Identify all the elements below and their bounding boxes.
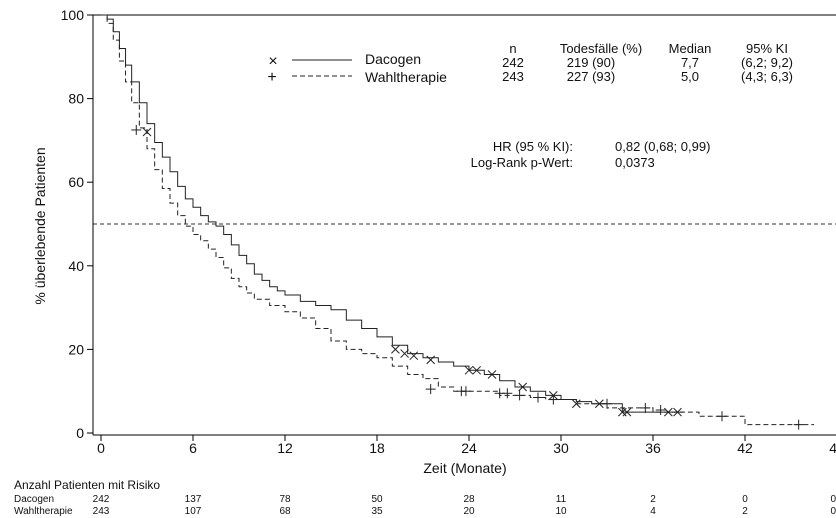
risk-count: 0 — [742, 494, 748, 505]
risk-count: 2 — [742, 506, 748, 517]
risk-count: 28 — [463, 494, 475, 505]
legend-ci-wahltherapie: (4,3; 6,3) — [741, 69, 793, 84]
risk-table-title: Anzahl Patienten mit Risiko — [14, 478, 161, 492]
risk-count: 107 — [184, 506, 202, 517]
censor-marks — [131, 124, 804, 430]
legend-marker-wahltherapie: + — [267, 69, 276, 86]
legend-median-dacogen: 7,7 — [681, 55, 699, 70]
y-tick-label: 40 — [68, 258, 84, 274]
censor-mark-wahltherapie — [425, 384, 436, 395]
survival-curve-dacogen — [101, 14, 684, 413]
censor-mark-dacogen — [622, 407, 632, 417]
y-tick-label: 0 — [76, 425, 84, 441]
risk-count: 242 — [92, 494, 110, 505]
censor-mark-dacogen — [487, 370, 497, 379]
censor-mark-dacogen — [409, 351, 419, 361]
legend-name-dacogen: Dacogen — [365, 51, 421, 67]
x-tick-label: 48 — [829, 440, 836, 456]
logrank-value: 0,0373 — [615, 155, 655, 170]
logrank-label: Log-Rank p-Wert: — [471, 155, 573, 170]
risk-row-wahltherapie: Wahltherapie 243 107 68 35 20 10 4 2 0 — [0, 506, 836, 518]
legend-median-wahltherapie: 5,0 — [681, 69, 699, 84]
x-tick-label: 36 — [645, 440, 661, 456]
censor-mark-wahltherapie — [655, 405, 666, 416]
legend-header-ci: 95% KI — [746, 41, 788, 56]
legend-header-n: n — [509, 41, 516, 56]
legend-name-wahltherapie: Wahltherapie — [365, 69, 447, 85]
risk-count: 35 — [371, 506, 383, 517]
statistics-annotation: HR (95 % KI): 0,82 (0,68; 0,99) Log-Rank… — [471, 139, 711, 170]
legend-n-wahltherapie: 243 — [502, 69, 524, 84]
censor-mark-wahltherapie — [502, 388, 513, 399]
censor-mark-dacogen — [663, 407, 673, 417]
censor-mark-wahltherapie — [514, 390, 525, 401]
risk-table: Anzahl Patienten mit Risiko Dacogen 242 1… — [0, 476, 836, 517]
legend-header-deaths: Todesfälle (%) — [560, 41, 642, 56]
y-tick-label: 60 — [68, 174, 84, 190]
risk-count: 68 — [279, 506, 291, 517]
risk-row-label: Wahltherapie — [14, 506, 73, 517]
censor-mark-dacogen — [400, 349, 409, 358]
x-tick-label: 0 — [97, 440, 105, 456]
risk-count: 0 — [830, 494, 836, 505]
censor-mark-wahltherapie — [460, 386, 471, 397]
y-tick-label: 20 — [68, 341, 84, 357]
legend-deaths-wahltherapie: 227 (93) — [567, 69, 615, 84]
censor-mark-dacogen — [571, 399, 581, 409]
risk-row-dacogen: Dacogen 242 137 78 50 28 11 2 0 0 — [0, 494, 836, 506]
censor-mark-dacogen — [617, 407, 627, 417]
x-axis-title: Zeit (Monate) — [423, 460, 506, 476]
censor-mark-dacogen — [391, 345, 400, 354]
x-tick-label: 18 — [369, 440, 385, 456]
risk-count: 137 — [184, 494, 202, 505]
x-tick-label: 24 — [461, 440, 477, 456]
censor-mark-dacogen — [142, 127, 152, 137]
hr-label: HR (95 % KI): — [493, 139, 573, 154]
legend-n-dacogen: 242 — [502, 55, 524, 70]
risk-count: 20 — [463, 506, 475, 517]
x-tick-label: 42 — [737, 440, 753, 456]
axis-ticks: 0 6 12 18 24 30 36 42 48 0 20 40 60 80 100 — [61, 7, 836, 456]
censor-mark-dacogen — [673, 407, 682, 417]
survival-curve-wahltherapie — [101, 14, 814, 426]
censor-mark-wahltherapie — [640, 402, 651, 413]
legend-marker-dacogen: × — [268, 53, 277, 70]
censor-mark-wahltherapie — [131, 124, 142, 135]
x-tick-label: 6 — [189, 440, 197, 456]
risk-count: 0 — [830, 506, 836, 517]
censor-mark-dacogen — [464, 365, 474, 375]
censor-mark-dacogen — [472, 365, 482, 375]
censor-mark-wahltherapie — [793, 419, 804, 430]
censor-mark-wahltherapie — [602, 398, 612, 409]
axes — [92, 14, 836, 436]
risk-row-label: Dacogen — [14, 494, 55, 505]
risk-count: 11 — [555, 494, 567, 505]
legend-header-median: Median — [669, 41, 712, 56]
survival-chart: 0 6 12 18 24 30 36 42 48 0 20 40 60 80 100 Zeit (Monat… — [32, 7, 836, 476]
legend: n Todesfälle (%) Median 95% KI × Dacogen… — [267, 41, 793, 86]
risk-count: 10 — [555, 506, 567, 517]
censor-mark-dacogen — [594, 399, 604, 409]
risk-count: 78 — [279, 494, 291, 505]
y-tick-label: 100 — [61, 7, 85, 23]
risk-count: 4 — [650, 506, 656, 517]
censor-mark-dacogen — [518, 382, 528, 392]
risk-count: 243 — [92, 506, 110, 517]
x-tick-label: 30 — [553, 440, 569, 456]
series-layer — [101, 14, 814, 426]
x-tick-label: 12 — [277, 440, 293, 456]
censor-mark-wahltherapie — [717, 411, 727, 422]
censor-mark-wahltherapie — [533, 392, 543, 403]
y-axis-title: % überlebende Patienten — [32, 147, 48, 304]
censor-mark-dacogen — [426, 355, 436, 365]
legend-ci-dacogen: (6,2; 9,2) — [741, 55, 793, 70]
legend-deaths-dacogen: 219 (90) — [567, 55, 615, 70]
risk-count: 2 — [650, 494, 656, 505]
y-tick-label: 80 — [68, 91, 84, 107]
risk-count: 50 — [371, 494, 383, 505]
censor-mark-wahltherapie — [548, 394, 559, 405]
hr-value: 0,82 (0,68; 0,99) — [615, 139, 710, 154]
